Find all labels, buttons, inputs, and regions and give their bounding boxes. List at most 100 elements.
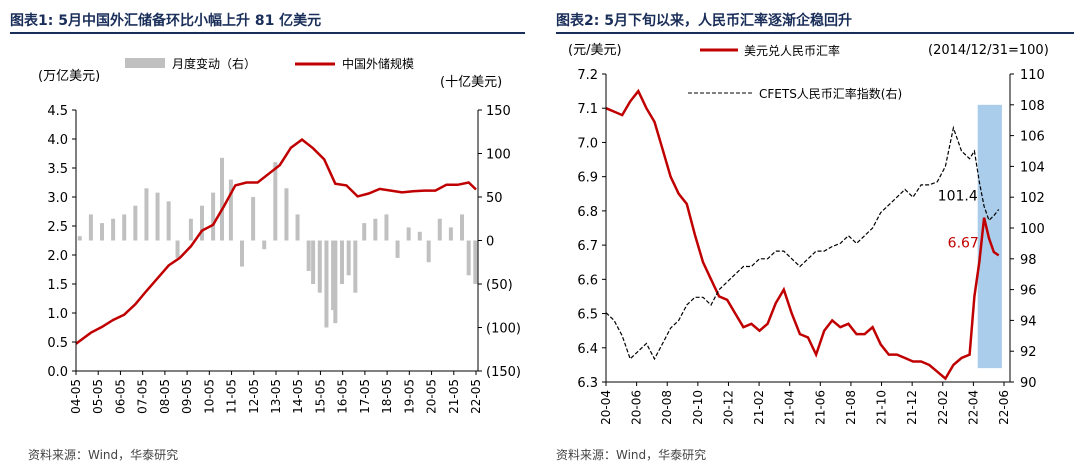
x-tick-label: 21-02 (752, 390, 766, 425)
x-tick-label: 20-12 (721, 390, 735, 425)
axes: 6.3 6.4 6.5 6.6 6.7 6.8 6.9 7.0 7.1 7.2 90 92 94 96 98… (577, 68, 1045, 425)
right-tick-label: 104 (1020, 160, 1045, 175)
left-tick-label: 1.0 (47, 307, 68, 322)
x-tick-label: 20-06 (630, 390, 644, 425)
bar (384, 214, 389, 241)
bar (133, 205, 138, 241)
x-tick-label: 19-05 (402, 379, 416, 414)
bar (317, 240, 322, 293)
bar (473, 240, 478, 284)
bar (200, 205, 204, 241)
line-series (75, 138, 477, 345)
source-note: 资料来源：Wind，华泰研究 (28, 448, 179, 462)
left-tick-label: 7.0 (577, 136, 598, 151)
x-tick-label: 06-05 (113, 379, 127, 414)
x-tick-label: 13-05 (269, 379, 283, 414)
bar (144, 188, 149, 241)
left-tick-label: 6.6 (577, 273, 598, 288)
bar (188, 218, 193, 241)
chart-panel-rmb: 图表2: 5月下旬以来，人民币汇率逐渐企稳回升 6.3 6.4 6.5 6.6 6.7 6… (548, 0, 1080, 469)
right-tick-label: (100) (486, 322, 521, 337)
right-tick-label: 106 (1020, 130, 1045, 145)
bar (166, 201, 171, 241)
x-tick-label: 14-05 (291, 379, 305, 414)
bar (311, 240, 316, 284)
x-tick-label: 20-10 (691, 390, 705, 425)
bar (295, 214, 300, 241)
source-note: 资料来源：Wind，华泰研究 (556, 448, 707, 462)
bar (122, 214, 127, 241)
bar (333, 240, 338, 324)
left-tick-label: 6.9 (577, 171, 598, 186)
right-tick-label: 110 (1020, 68, 1045, 83)
bar (262, 240, 267, 250)
bar (88, 214, 93, 241)
left-tick-label: 6.7 (577, 239, 598, 254)
bar (437, 218, 442, 241)
bar (306, 240, 311, 271)
x-tick-label: 20-08 (660, 390, 674, 425)
left-tick-label: 7.1 (577, 102, 598, 117)
left-tick-label: 6.3 (577, 376, 598, 391)
x-tick-label: 21-10 (875, 390, 889, 425)
left-tick-label: 1.5 (47, 278, 68, 293)
rmb-chart: 6.3 6.4 6.5 6.6 6.7 6.8 6.9 7.0 7.1 7.2 90 92 94 96 98… (568, 43, 1049, 425)
bar-series (77, 157, 478, 328)
title-rule (556, 32, 1074, 34)
left-tick-label: 6.8 (577, 205, 598, 220)
annotations: 101.4 6.67 (938, 188, 979, 251)
right-tick-label: 94 (1020, 314, 1037, 329)
right-tick-label: 100 (486, 148, 511, 163)
left-tick-label: 2.5 (47, 220, 68, 235)
right-tick-label: (50) (486, 278, 513, 293)
x-tick-label: 10-05 (202, 379, 216, 414)
right-tick-label: 96 (1020, 284, 1037, 299)
x-tick-label: 20-04 (599, 390, 613, 425)
bar (353, 240, 358, 293)
bar (460, 214, 464, 241)
x-tick-label: 15-05 (313, 379, 327, 414)
right-tick-label: 90 (1020, 376, 1037, 391)
x-tick-label: 07-05 (136, 379, 150, 414)
legend-line-label: 中国外储规模 (342, 56, 414, 71)
x-tick-label: 22-05 (469, 379, 483, 414)
bar (362, 223, 367, 241)
bar (284, 188, 289, 241)
x-tick-label: 08-05 (158, 379, 172, 414)
bar (426, 240, 431, 263)
x-tick-label: 16-05 (336, 379, 350, 414)
title-rule (10, 32, 525, 34)
chart-title: 图表2: 5月下旬以来，人民币汇率逐渐企稳回升 (556, 13, 852, 29)
x-tick-label: 05-05 (91, 379, 105, 414)
bar (340, 240, 344, 284)
right-tick-label: 0 (486, 235, 494, 250)
reserves-line (75, 138, 477, 345)
left-tick-label: 6.5 (577, 308, 598, 323)
reserves-chart: 0.0 0.5 1.0 1.5 2.0 2.5 3.0 3.5 4.0 4.5 (150) (100)… (38, 56, 521, 414)
left-axis-label: (万亿美元) (38, 69, 100, 84)
annotation-fx-value: 6.67 (948, 235, 979, 251)
bar (406, 227, 411, 241)
x-tick-label: 22-04 (966, 390, 980, 425)
bar (211, 192, 216, 241)
bar (417, 231, 422, 241)
right-axis-label: (十亿美元) (440, 75, 502, 90)
x-tick-label: 20-05 (425, 379, 439, 414)
fx-rate-line (605, 88, 1000, 381)
left-tick-label: 7.2 (577, 68, 598, 83)
bar (175, 240, 180, 258)
x-tick-label: 17-05 (358, 379, 372, 414)
bar (228, 179, 233, 241)
right-tick-label: 98 (1020, 253, 1037, 268)
legend-fx-label: 美元兑人民币汇率 (744, 43, 840, 58)
x-tick-label: 21-04 (783, 390, 797, 425)
bar (346, 240, 351, 276)
bar (100, 223, 104, 241)
left-tick-label: 4.0 (47, 133, 68, 148)
bar (448, 227, 453, 241)
axes: 0.0 0.5 1.0 1.5 2.0 2.5 3.0 3.5 4.0 4.5 (150) (100)… (47, 104, 521, 414)
right-tick-label: (150) (486, 365, 521, 380)
left-tick-label: 4.5 (47, 104, 68, 119)
line-series (605, 88, 1000, 381)
bar (240, 240, 244, 267)
